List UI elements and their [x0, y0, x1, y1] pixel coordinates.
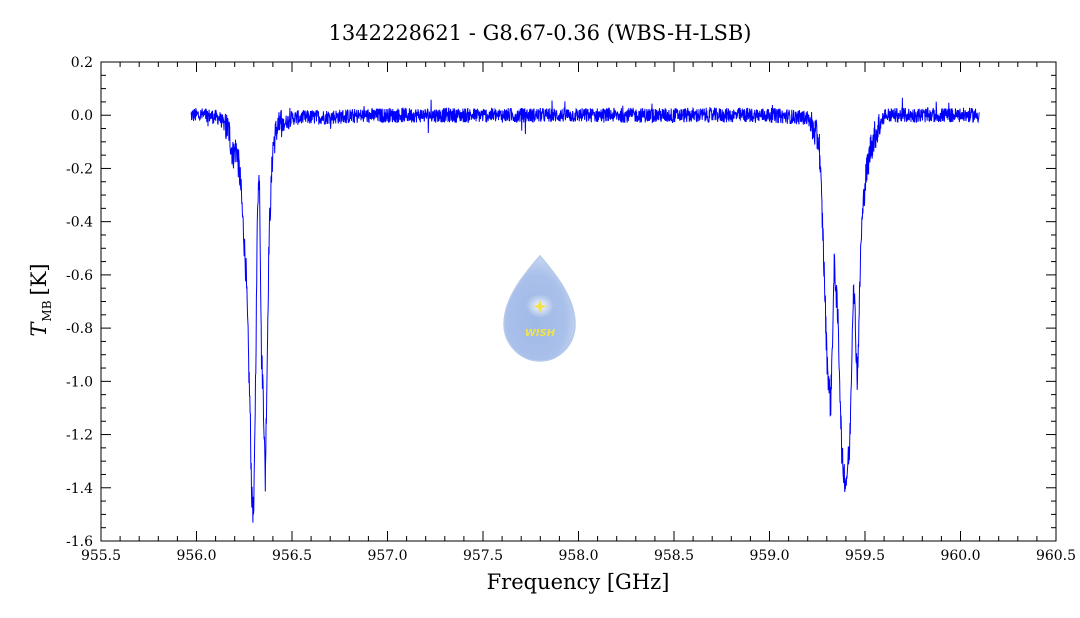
y-tick-label: -0.8: [66, 321, 93, 337]
x-tick-label: 957.5: [463, 548, 503, 564]
y-tick-label: -0.4: [66, 215, 93, 231]
x-tick-label: 960.0: [940, 548, 980, 564]
y-tick-label: -1.4: [66, 481, 93, 497]
y-tick-label: -1.6: [66, 534, 93, 550]
y-axis-label-main: T: [27, 321, 51, 337]
y-tick-label: 0.2: [71, 55, 93, 71]
axis-ticks: [100, 61, 1057, 542]
y-tick-label: -1.2: [66, 428, 93, 444]
x-tick-label: 957.0: [367, 548, 407, 564]
y-axis-label: TMB [K]: [27, 263, 54, 336]
spectrum-series-line: [190, 97, 980, 523]
wish-logo: WISH: [503, 254, 576, 362]
axis-tick-labels: 955.5 956.0 956.5 957.0 957.5 958.0 958.5 959.0…: [66, 55, 1076, 564]
x-tick-label: 959.0: [749, 548, 789, 564]
y-tick-label: 0.0: [71, 108, 93, 124]
chart-title: 1342228621 - G8.67-0.36 (WBS-H-LSB): [329, 21, 752, 45]
y-axis-label-unit: [K]: [27, 263, 51, 295]
y-tick-label: -0.6: [66, 268, 93, 284]
star-icon: [533, 300, 547, 313]
y-tick-label: -1.0: [66, 374, 93, 390]
x-tick-label: 955.5: [81, 548, 121, 564]
logo-text: WISH: [525, 328, 556, 339]
x-tick-label: 960.5: [1036, 548, 1076, 564]
plot-frame: [100, 61, 1057, 542]
x-axis-label: Frequency [GHz]: [487, 570, 670, 594]
x-tick-label: 956.0: [176, 548, 216, 564]
y-axis-label-sub: MB: [40, 300, 54, 321]
x-tick-label: 958.5: [654, 548, 694, 564]
x-tick-label: 959.5: [845, 548, 885, 564]
x-tick-label: 956.5: [272, 548, 312, 564]
x-tick-label: 958.0: [558, 548, 598, 564]
y-tick-label: -0.2: [66, 161, 93, 177]
